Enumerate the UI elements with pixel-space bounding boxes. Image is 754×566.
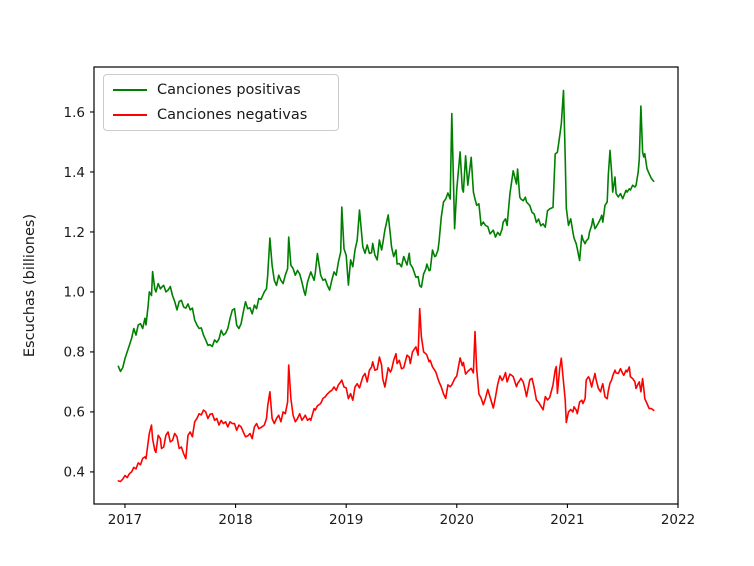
y-tick-label: 0.4 — [64, 465, 85, 481]
x-tick-label: 2020 — [440, 512, 474, 528]
y-tick-label: 0.8 — [64, 345, 85, 361]
positive-series-swatch — [113, 88, 147, 92]
y-tick-label: 0.6 — [64, 405, 85, 421]
negative-series-label: Canciones negativas — [157, 106, 308, 123]
positive-series-label: Canciones positivas — [157, 81, 301, 98]
x-tick-label: 2022 — [661, 512, 695, 528]
y-tick-label: 1.4 — [64, 165, 85, 181]
legend-item-positivas: Canciones positivas — [113, 78, 330, 102]
negative-series-line — [117, 307, 655, 483]
legend-item-negativas: Canciones negativas — [113, 103, 330, 127]
negative-series-swatch — [113, 113, 147, 117]
x-tick-label: 2019 — [329, 512, 363, 528]
x-tick-label: 2021 — [550, 512, 584, 528]
y-tick-label: 1.2 — [64, 225, 85, 241]
y-tick-label: 1.6 — [64, 105, 85, 121]
legend: Canciones positivas Canciones negativas — [103, 74, 339, 131]
x-tick-label: 2017 — [108, 512, 142, 528]
plot-area — [93, 66, 679, 505]
x-tick-label: 2018 — [218, 512, 252, 528]
y-axis-label: Escuchas (billiones) — [22, 214, 38, 357]
positive-series-line — [117, 89, 655, 373]
y-tick-label: 1.0 — [64, 285, 85, 301]
